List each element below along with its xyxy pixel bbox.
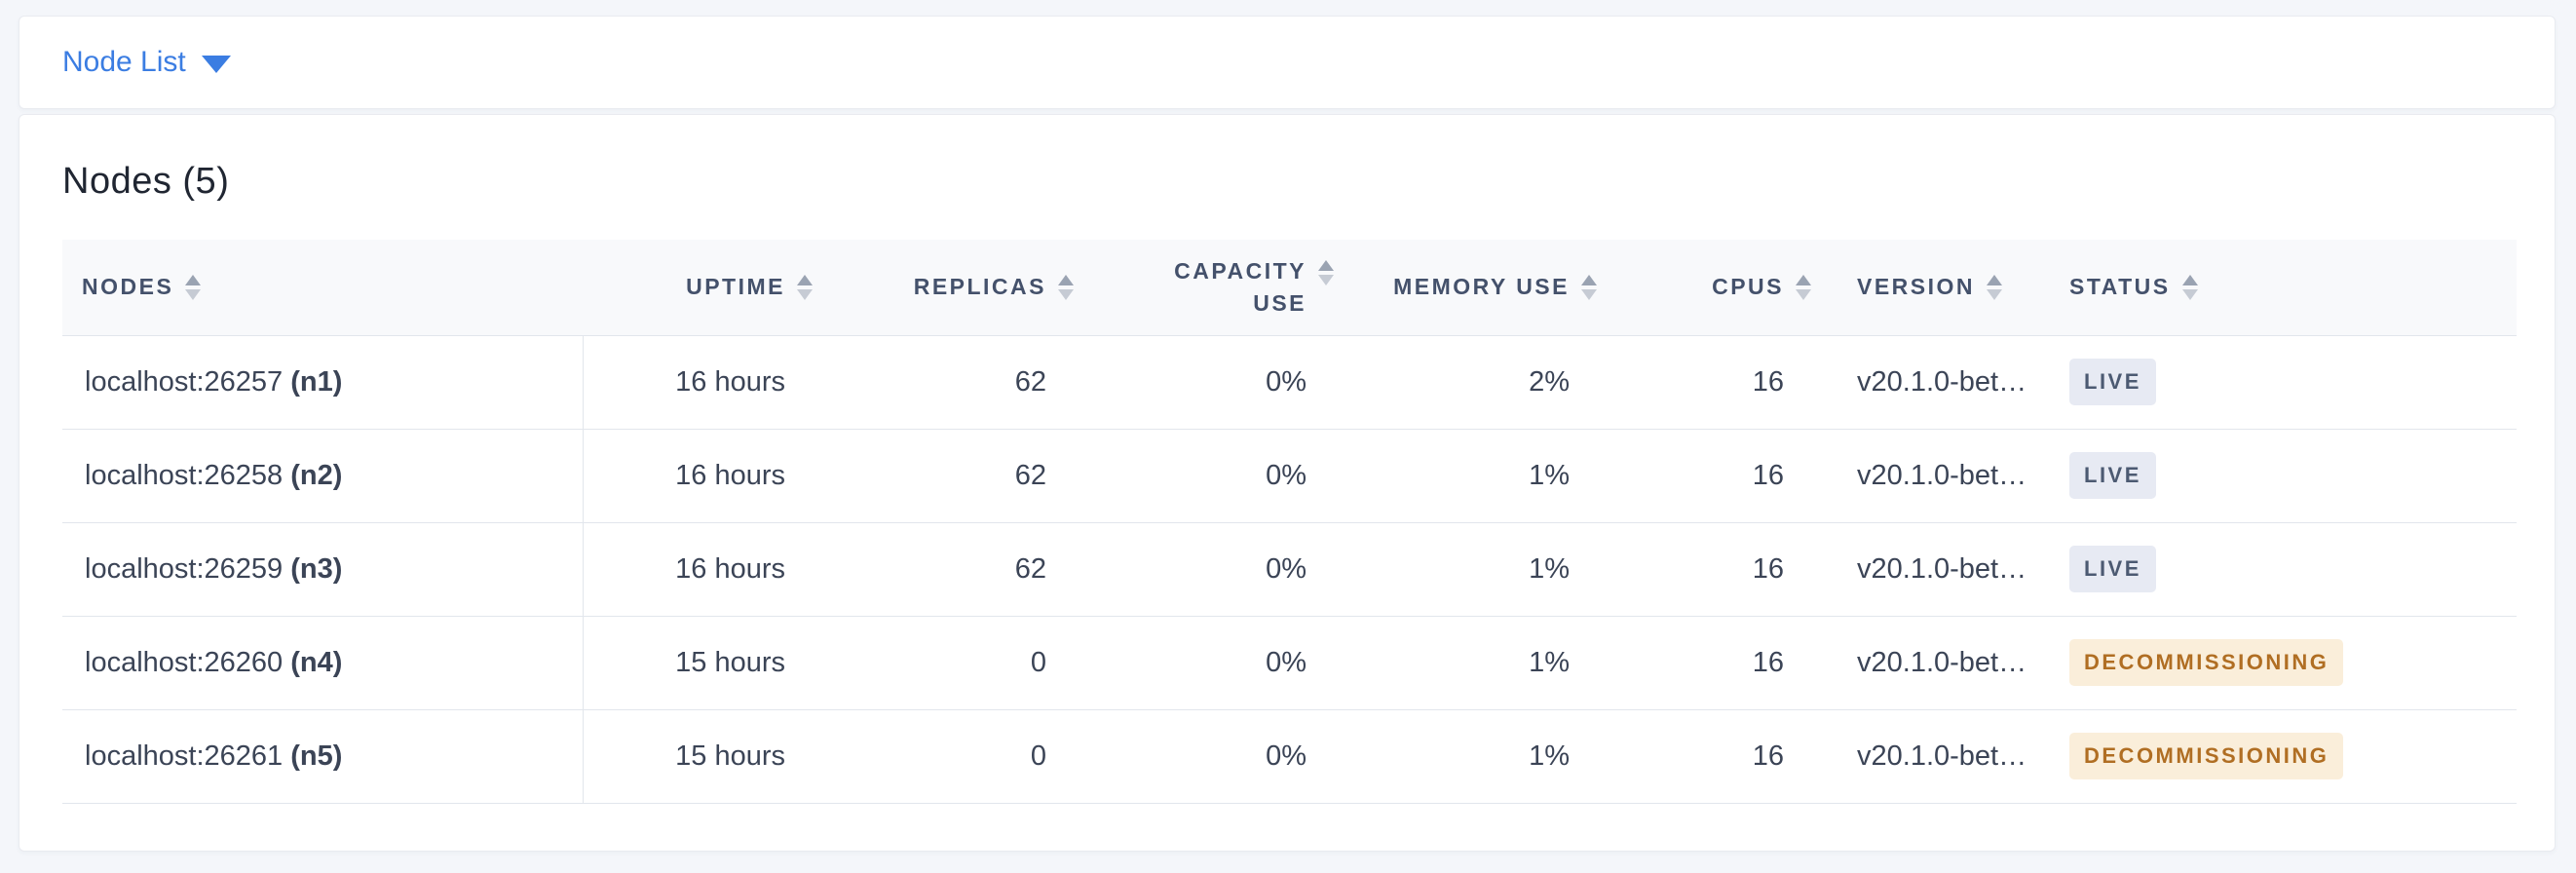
nodes-table: NODES UPTIME REPLICAS CAPACITY USE <box>62 240 2517 804</box>
column-header-cpus[interactable]: CPUS <box>1610 240 1825 336</box>
column-header-uptime[interactable]: UPTIME <box>583 240 826 336</box>
cell-memory-use: 2% <box>1347 335 1610 430</box>
cell-uptime: 15 hours <box>583 709 826 804</box>
cell-replicas: 62 <box>826 429 1087 523</box>
cell-memory-use: 1% <box>1347 429 1610 523</box>
page-title: Nodes (5) <box>62 161 230 202</box>
table-row: localhost:26261 (n5) 15 hours 0 0% 1% 16… <box>62 709 2517 804</box>
node-id: (n3) <box>290 552 343 585</box>
node-address-link[interactable]: localhost:26257 <box>85 365 284 398</box>
table-row: localhost:26260 (n4) 15 hours 0 0% 1% 16… <box>62 616 2517 710</box>
table-row: localhost:26259 (n3) 16 hours 62 0% 1% 1… <box>62 522 2517 617</box>
column-header-version[interactable]: VERSION <box>1825 240 2047 336</box>
sort-arrows-icon[interactable] <box>1987 274 2003 300</box>
cell-uptime: 16 hours <box>583 429 826 523</box>
table-row: localhost:26258 (n2) 16 hours 62 0% 1% 1… <box>62 429 2517 523</box>
cell-status: DECOMMISSIONING <box>2047 616 2517 710</box>
cell-capacity-use: 0% <box>1087 335 1347 430</box>
cell-capacity-use: 0% <box>1087 429 1347 523</box>
column-header-capacity_use[interactable]: CAPACITY USE <box>1087 240 1347 336</box>
cell-status: LIVE <box>2047 429 2517 523</box>
cell-nodes: localhost:26257 (n1) <box>62 335 584 430</box>
status-badge: LIVE <box>2069 359 2156 405</box>
cell-nodes: localhost:26261 (n5) <box>62 709 584 804</box>
table-row: localhost:26257 (n1) 16 hours 62 0% 2% 1… <box>62 335 2517 430</box>
cell-memory-use: 1% <box>1347 616 1610 710</box>
node-list-dropdown-label: Node List <box>62 46 186 78</box>
cell-uptime: 16 hours <box>583 522 826 617</box>
cell-cpus: 16 <box>1610 522 1825 617</box>
status-badge: LIVE <box>2069 546 2156 592</box>
cell-cpus: 16 <box>1610 429 1825 523</box>
cell-uptime: 16 hours <box>583 335 826 430</box>
sort-arrows-icon[interactable] <box>1318 259 1334 285</box>
cell-status: LIVE <box>2047 335 2517 430</box>
status-badge: DECOMMISSIONING <box>2069 733 2344 779</box>
caret-down-icon <box>201 56 231 73</box>
cell-memory-use: 1% <box>1347 709 1610 804</box>
cell-version: v20.1.0-bet… <box>1825 522 2047 617</box>
cell-version: v20.1.0-bet… <box>1825 335 2047 430</box>
column-header-nodes[interactable]: NODES <box>62 240 583 336</box>
column-header-status[interactable]: STATUS <box>2047 240 2517 336</box>
cell-replicas: 0 <box>826 616 1087 710</box>
node-address-link[interactable]: localhost:26259 <box>85 552 284 585</box>
node-id: (n4) <box>290 646 343 678</box>
sort-arrows-icon[interactable] <box>185 274 202 300</box>
sort-arrows-icon[interactable] <box>1796 274 1811 300</box>
node-id: (n2) <box>290 459 343 491</box>
cell-capacity-use: 0% <box>1087 709 1347 804</box>
cell-replicas: 62 <box>826 335 1087 430</box>
cell-replicas: 62 <box>826 522 1087 617</box>
cell-nodes: localhost:26258 (n2) <box>62 429 584 523</box>
cell-capacity-use: 0% <box>1087 522 1347 617</box>
cell-version: v20.1.0-bet… <box>1825 429 2047 523</box>
status-badge: LIVE <box>2069 452 2156 499</box>
cell-replicas: 0 <box>826 709 1087 804</box>
cell-status: DECOMMISSIONING <box>2047 709 2517 804</box>
node-list-dropdown[interactable]: Node List <box>62 45 231 80</box>
status-badge: DECOMMISSIONING <box>2069 639 2344 686</box>
sort-arrows-icon[interactable] <box>1058 274 1074 300</box>
cell-memory-use: 1% <box>1347 522 1610 617</box>
cell-nodes: localhost:26259 (n3) <box>62 522 584 617</box>
cell-status: LIVE <box>2047 522 2517 617</box>
nodes-panel: Nodes (5) NODES UPTIME <box>19 114 2556 852</box>
node-id: (n5) <box>290 740 343 772</box>
node-address-link[interactable]: localhost:26261 <box>85 740 284 772</box>
node-id: (n1) <box>290 365 343 398</box>
node-address-link[interactable]: localhost:26260 <box>85 646 284 678</box>
cell-nodes: localhost:26260 (n4) <box>62 616 584 710</box>
sort-arrows-icon[interactable] <box>1581 274 1597 300</box>
cell-uptime: 15 hours <box>583 616 826 710</box>
sort-arrows-icon[interactable] <box>2181 274 2198 300</box>
sort-arrows-icon[interactable] <box>797 274 813 300</box>
column-header-memory_use[interactable]: MEMORY USE <box>1347 240 1610 336</box>
cell-capacity-use: 0% <box>1087 616 1347 710</box>
column-header-replicas[interactable]: REPLICAS <box>826 240 1087 336</box>
cell-cpus: 16 <box>1610 616 1825 710</box>
table-header-row: NODES UPTIME REPLICAS CAPACITY USE <box>62 240 2517 336</box>
view-selector-bar: Node List <box>19 16 2556 109</box>
cell-cpus: 16 <box>1610 709 1825 804</box>
cell-cpus: 16 <box>1610 335 1825 430</box>
node-address-link[interactable]: localhost:26258 <box>85 459 284 491</box>
cell-version: v20.1.0-bet… <box>1825 616 2047 710</box>
table-body: localhost:26257 (n1) 16 hours 62 0% 2% 1… <box>62 335 2517 804</box>
cell-version: v20.1.0-bet… <box>1825 709 2047 804</box>
